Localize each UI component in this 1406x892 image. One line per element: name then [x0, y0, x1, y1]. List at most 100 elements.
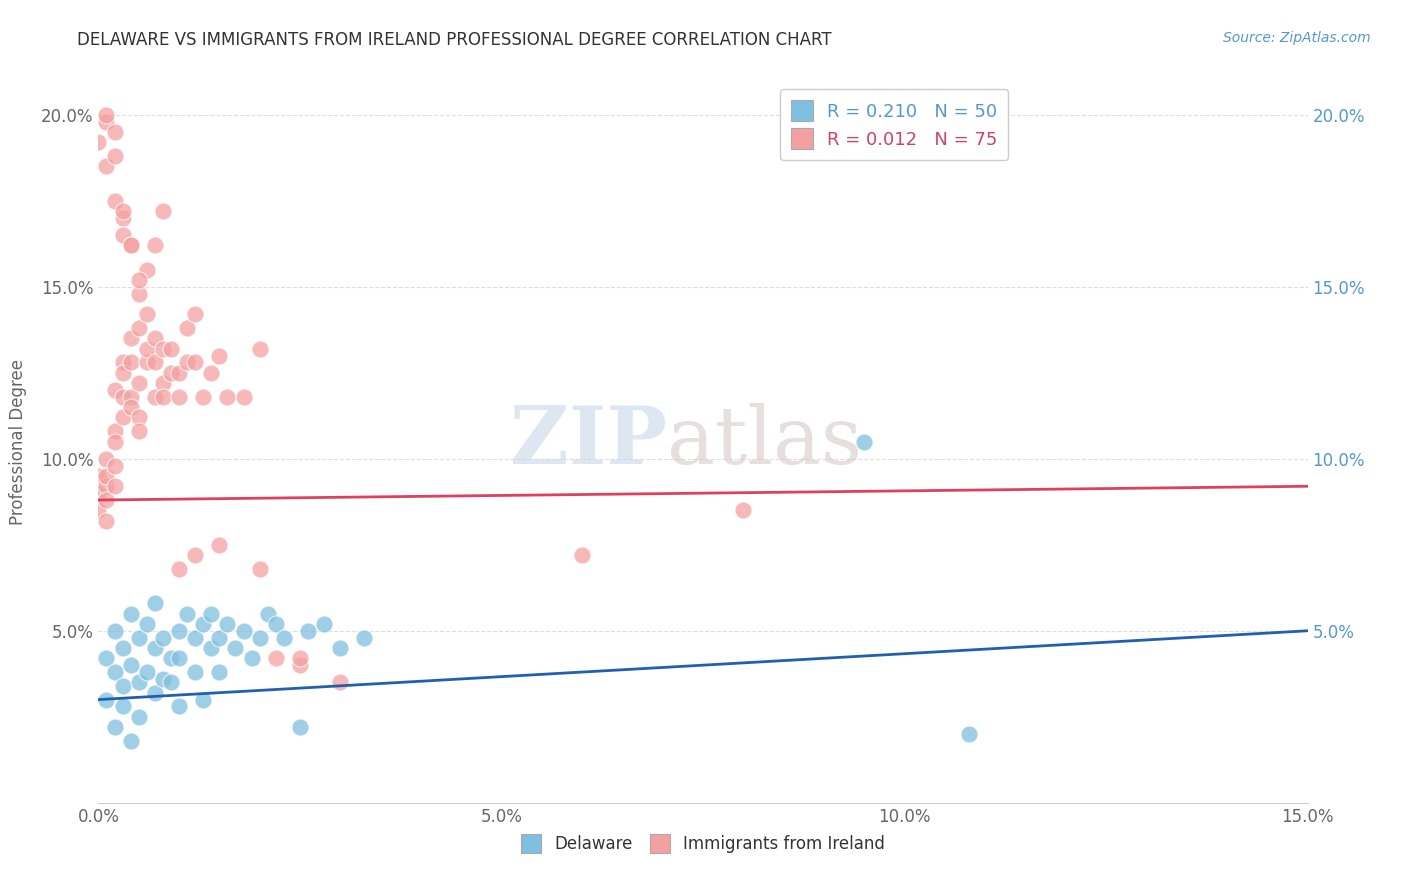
Point — [264, 651, 287, 665]
Point — [111, 366, 134, 380]
Point — [103, 194, 125, 208]
Point — [103, 665, 125, 679]
Point — [111, 228, 134, 243]
Point — [120, 390, 142, 404]
Point — [103, 125, 125, 139]
Point — [135, 355, 157, 369]
Point — [167, 562, 190, 576]
Point — [120, 238, 142, 252]
Point — [103, 458, 125, 473]
Point — [87, 503, 110, 517]
Point — [128, 410, 150, 425]
Point — [111, 390, 134, 404]
Point — [111, 355, 134, 369]
Point — [200, 366, 222, 380]
Text: atlas: atlas — [666, 402, 862, 481]
Point — [103, 720, 125, 734]
Point — [143, 238, 166, 252]
Point — [111, 679, 134, 693]
Point — [135, 307, 157, 321]
Point — [96, 479, 118, 493]
Point — [224, 640, 246, 655]
Point — [853, 434, 876, 449]
Point — [128, 376, 150, 390]
Point — [193, 390, 215, 404]
Point — [120, 331, 142, 345]
Point — [176, 321, 198, 335]
Point — [184, 355, 207, 369]
Point — [87, 486, 110, 500]
Point — [297, 624, 319, 638]
Point — [96, 114, 118, 128]
Point — [120, 607, 142, 621]
Point — [329, 675, 352, 690]
Point — [135, 665, 157, 679]
Point — [96, 159, 118, 173]
Point — [167, 366, 190, 380]
Point — [208, 538, 231, 552]
Point — [111, 211, 134, 225]
Point — [200, 607, 222, 621]
Point — [733, 503, 755, 517]
Point — [249, 562, 271, 576]
Point — [208, 349, 231, 363]
Point — [135, 262, 157, 277]
Point — [135, 342, 157, 356]
Point — [176, 607, 198, 621]
Point — [152, 672, 174, 686]
Point — [184, 548, 207, 562]
Point — [167, 624, 190, 638]
Point — [232, 390, 254, 404]
Point — [120, 238, 142, 252]
Point — [193, 692, 215, 706]
Point — [87, 469, 110, 483]
Point — [103, 149, 125, 163]
Point — [571, 548, 593, 562]
Point — [160, 651, 183, 665]
Point — [152, 376, 174, 390]
Point — [167, 651, 190, 665]
Point — [128, 631, 150, 645]
Point — [96, 692, 118, 706]
Point — [103, 424, 125, 438]
Point — [143, 640, 166, 655]
Point — [160, 342, 183, 356]
Point — [143, 390, 166, 404]
Point — [103, 434, 125, 449]
Point — [217, 390, 239, 404]
Point — [160, 675, 183, 690]
Point — [143, 355, 166, 369]
Point — [96, 451, 118, 466]
Point — [288, 658, 311, 673]
Point — [120, 355, 142, 369]
Point — [256, 607, 278, 621]
Point — [128, 286, 150, 301]
Point — [184, 665, 207, 679]
Point — [240, 651, 263, 665]
Point — [249, 631, 271, 645]
Text: Source: ZipAtlas.com: Source: ZipAtlas.com — [1223, 31, 1371, 45]
Point — [273, 631, 295, 645]
Point — [120, 658, 142, 673]
Point — [217, 616, 239, 631]
Point — [128, 675, 150, 690]
Point — [288, 651, 311, 665]
Point — [87, 135, 110, 149]
Point — [128, 710, 150, 724]
Point — [135, 616, 157, 631]
Point — [329, 640, 352, 655]
Point — [152, 390, 174, 404]
Point — [249, 342, 271, 356]
Text: DELAWARE VS IMMIGRANTS FROM IRELAND PROFESSIONAL DEGREE CORRELATION CHART: DELAWARE VS IMMIGRANTS FROM IRELAND PROF… — [77, 31, 832, 49]
Point — [314, 616, 336, 631]
Point — [143, 596, 166, 610]
Point — [176, 355, 198, 369]
Legend: Delaware, Immigrants from Ireland: Delaware, Immigrants from Ireland — [515, 827, 891, 860]
Point — [96, 469, 118, 483]
Point — [128, 273, 150, 287]
Point — [288, 720, 311, 734]
Point — [96, 108, 118, 122]
Point — [111, 410, 134, 425]
Point — [957, 727, 980, 741]
Point — [103, 383, 125, 397]
